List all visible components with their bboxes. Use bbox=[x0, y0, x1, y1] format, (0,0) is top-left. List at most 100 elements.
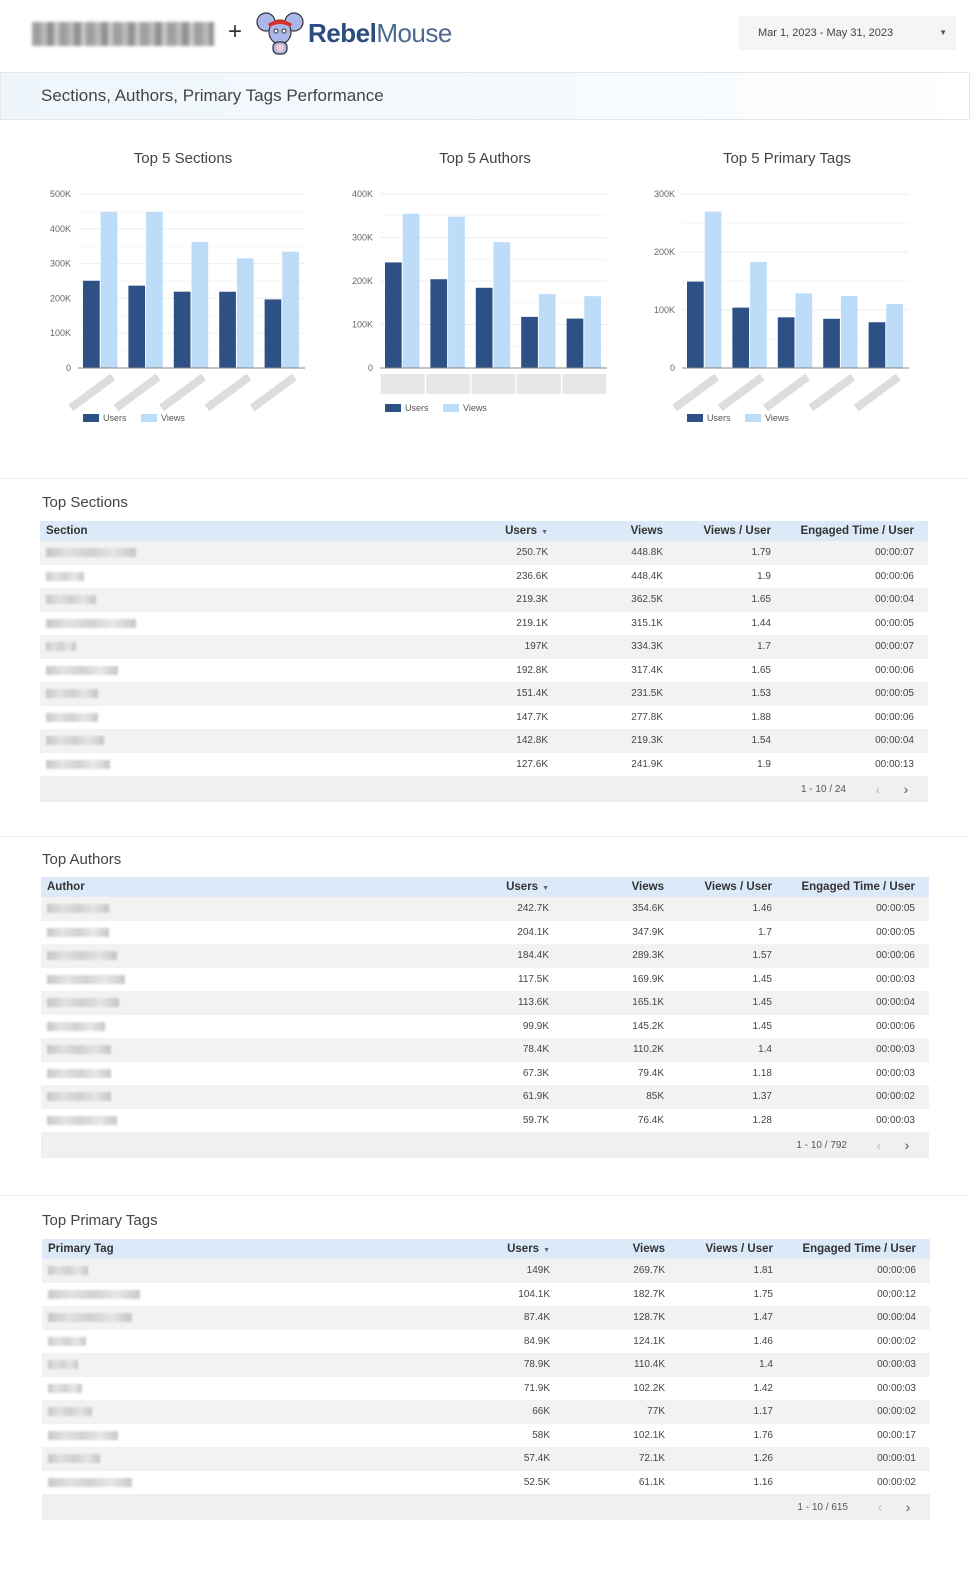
table-row[interactable]: 142.8K 219.3K 1.54 00:00:04 bbox=[40, 729, 928, 753]
table-row[interactable]: 242.7K 354.6K 1.46 00:00:05 bbox=[41, 897, 929, 921]
table-cell: 78.9K bbox=[523, 1359, 550, 1371]
column-header[interactable]: Views bbox=[631, 881, 664, 893]
table-cell: 192.8K bbox=[516, 664, 548, 676]
date-range-picker[interactable]: Mar 1, 2023 - May 31, 2023 ▼ bbox=[739, 16, 956, 50]
chevron-right-icon[interactable]: › bbox=[903, 781, 909, 797]
table-row[interactable]: 61.9K 85K 1.37 00:00:02 bbox=[41, 1085, 929, 1109]
column-header[interactable]: Views / User bbox=[704, 881, 772, 893]
y-tick-label: 300K bbox=[50, 259, 71, 269]
column-header[interactable]: Engaged Time / User bbox=[800, 525, 914, 537]
table-cell: 77K bbox=[647, 1406, 665, 1418]
table-row[interactable]: 236.6K 448.4K 1.9 00:00:06 bbox=[40, 565, 928, 589]
column-header[interactable]: Views / User bbox=[705, 1243, 773, 1255]
table-row[interactable]: 59.7K 76.4K 1.28 00:00:03 bbox=[41, 1109, 929, 1133]
bar-views[interactable] bbox=[584, 296, 601, 368]
bar-views[interactable] bbox=[704, 211, 722, 368]
bar-users[interactable] bbox=[83, 280, 100, 368]
table-row[interactable]: 192.8K 317.4K 1.65 00:00:06 bbox=[40, 659, 928, 683]
bar-users[interactable] bbox=[385, 262, 402, 368]
bar-users[interactable] bbox=[777, 317, 795, 368]
bar-views[interactable] bbox=[795, 293, 813, 368]
bar-users[interactable] bbox=[868, 322, 886, 368]
table-row[interactable]: 219.1K 315.1K 1.44 00:00:05 bbox=[40, 612, 928, 636]
bar-users[interactable] bbox=[521, 316, 538, 368]
name-cell-blurred bbox=[41, 1021, 471, 1031]
table-row[interactable]: 151.4K 231.5K 1.53 00:00:05 bbox=[40, 682, 928, 706]
table-row[interactable]: 84.9K 124.1K 1.46 00:00:02 bbox=[42, 1330, 930, 1354]
bar-views[interactable] bbox=[236, 258, 254, 368]
bar-views[interactable] bbox=[282, 251, 299, 368]
bar-views[interactable] bbox=[191, 241, 209, 368]
y-tick-label: 100K bbox=[654, 305, 675, 315]
bar-users[interactable] bbox=[264, 299, 282, 368]
bar-views[interactable] bbox=[402, 213, 420, 368]
table-row[interactable]: 57.4K 72.1K 1.26 00:00:01 bbox=[42, 1447, 930, 1471]
table-row[interactable]: 58K 102.1K 1.76 00:00:17 bbox=[42, 1424, 930, 1448]
table-row[interactable]: 87.4K 128.7K 1.47 00:00:04 bbox=[42, 1306, 930, 1330]
table-row[interactable]: 99.9K 145.2K 1.45 00:00:06 bbox=[41, 1015, 929, 1039]
chevron-left-icon[interactable]: ‹ bbox=[876, 1137, 882, 1153]
column-header[interactable]: Views / User bbox=[703, 525, 771, 537]
column-header[interactable]: Author bbox=[47, 881, 85, 893]
table-row[interactable]: 127.6K 241.9K 1.9 00:00:13 bbox=[40, 753, 928, 777]
table-row[interactable]: 197K 334.3K 1.7 00:00:07 bbox=[40, 635, 928, 659]
bar-views[interactable] bbox=[493, 242, 511, 368]
table-row[interactable]: 52.5K 61.1K 1.16 00:00:02 bbox=[42, 1471, 930, 1495]
column-header[interactable]: Users ▼ bbox=[507, 1243, 550, 1255]
bar-views[interactable] bbox=[100, 211, 118, 368]
table-row[interactable]: 67.3K 79.4K 1.18 00:00:03 bbox=[41, 1062, 929, 1086]
bar-users[interactable] bbox=[128, 285, 146, 368]
bar-views[interactable] bbox=[840, 296, 858, 368]
table-cell: 1.76 bbox=[753, 1429, 773, 1441]
name-cell-blurred bbox=[40, 548, 470, 558]
column-header[interactable]: Users ▼ bbox=[505, 525, 548, 537]
bar-users[interactable] bbox=[566, 318, 584, 368]
bar-users[interactable] bbox=[823, 318, 840, 368]
column-header[interactable]: Views bbox=[630, 525, 663, 537]
table-row[interactable]: 71.9K 102.2K 1.42 00:00:03 bbox=[42, 1377, 930, 1401]
chevron-left-icon[interactable]: ‹ bbox=[877, 1499, 883, 1515]
chevron-right-icon[interactable]: › bbox=[904, 1137, 910, 1153]
name-cell-blurred bbox=[42, 1407, 472, 1417]
column-header[interactable]: Engaged Time / User bbox=[802, 1243, 916, 1255]
table-row[interactable]: 78.4K 110.2K 1.4 00:00:03 bbox=[41, 1038, 929, 1062]
chevron-right-icon[interactable]: › bbox=[905, 1499, 911, 1515]
table-cell: 00:00:12 bbox=[877, 1288, 916, 1300]
bar-views[interactable] bbox=[886, 303, 903, 368]
bar-users[interactable] bbox=[430, 279, 448, 368]
bar-users[interactable] bbox=[173, 291, 191, 368]
table-cell: 354.6K bbox=[632, 903, 664, 915]
bar-views[interactable] bbox=[538, 294, 556, 368]
table-cell: 00:00:07 bbox=[875, 641, 914, 653]
bar-views[interactable] bbox=[448, 216, 465, 368]
chevron-left-icon[interactable]: ‹ bbox=[875, 781, 881, 797]
table-row[interactable]: 113.6K 165.1K 1.45 00:00:04 bbox=[41, 991, 929, 1015]
bar-users[interactable] bbox=[732, 307, 750, 368]
table-row[interactable]: 250.7K 448.8K 1.79 00:00:07 bbox=[40, 541, 928, 565]
table-row[interactable]: 149K 269.7K 1.81 00:00:06 bbox=[42, 1259, 930, 1283]
column-header[interactable]: Users ▼ bbox=[506, 881, 549, 893]
name-cell-blurred bbox=[41, 1068, 471, 1078]
name-cell-blurred bbox=[40, 642, 470, 652]
table-cell: 1.4 bbox=[759, 1359, 773, 1371]
column-header[interactable]: Section bbox=[46, 525, 88, 537]
table-row[interactable]: 117.5K 169.9K 1.45 00:00:03 bbox=[41, 968, 929, 992]
date-range-value: Mar 1, 2023 - May 31, 2023 bbox=[758, 27, 894, 39]
column-header[interactable]: Engaged Time / User bbox=[801, 881, 915, 893]
column-header[interactable]: Views bbox=[632, 1243, 665, 1255]
bar-views[interactable] bbox=[750, 262, 767, 368]
bar-views[interactable] bbox=[146, 211, 163, 368]
bar-users[interactable] bbox=[475, 287, 493, 368]
table-row[interactable]: 104.1K 182.7K 1.75 00:00:12 bbox=[42, 1283, 930, 1307]
table-row[interactable]: 204.1K 347.9K 1.7 00:00:05 bbox=[41, 921, 929, 945]
column-header[interactable]: Primary Tag bbox=[48, 1243, 114, 1255]
table-row[interactable]: 66K 77K 1.17 00:00:02 bbox=[42, 1400, 930, 1424]
bar-users[interactable] bbox=[687, 281, 704, 368]
legend-swatch-users bbox=[83, 414, 99, 422]
table-row[interactable]: 78.9K 110.4K 1.4 00:00:03 bbox=[42, 1353, 930, 1377]
section-title: Top Authors bbox=[42, 851, 122, 868]
table-row[interactable]: 219.3K 362.5K 1.65 00:00:04 bbox=[40, 588, 928, 612]
bar-users[interactable] bbox=[219, 291, 236, 368]
table-row[interactable]: 184.4K 289.3K 1.57 00:00:06 bbox=[41, 944, 929, 968]
table-row[interactable]: 147.7K 277.8K 1.88 00:00:06 bbox=[40, 706, 928, 730]
